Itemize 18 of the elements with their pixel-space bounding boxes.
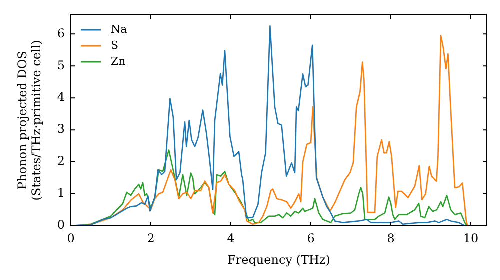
x-tick-label: 4 [227, 231, 236, 246]
x-tick-label: 2 [147, 231, 155, 246]
y-tick-label: 3 [57, 122, 65, 136]
x-tick-label: 0 [67, 231, 75, 246]
legend-label: Na [111, 22, 128, 36]
y-tick-label: 4 [57, 90, 66, 104]
x-axis-title: Frequency (THz) [228, 252, 330, 267]
legend-label: Zn [111, 54, 126, 68]
y-tick-label: 5 [57, 58, 65, 72]
y-axis-title: Phonon projected DOS (States/THz·primitive cell) [15, 40, 44, 201]
x-tick-label: 8 [387, 231, 395, 246]
legend-label: S [111, 38, 119, 52]
y-tick-label: 1 [57, 186, 65, 200]
y-tick-label: 6 [57, 26, 65, 40]
x-tick-label: 10 [463, 231, 479, 246]
y-tick-label: 2 [57, 154, 65, 168]
y-tick-label: 0 [57, 218, 65, 232]
x-tick-label: 6 [307, 231, 315, 246]
